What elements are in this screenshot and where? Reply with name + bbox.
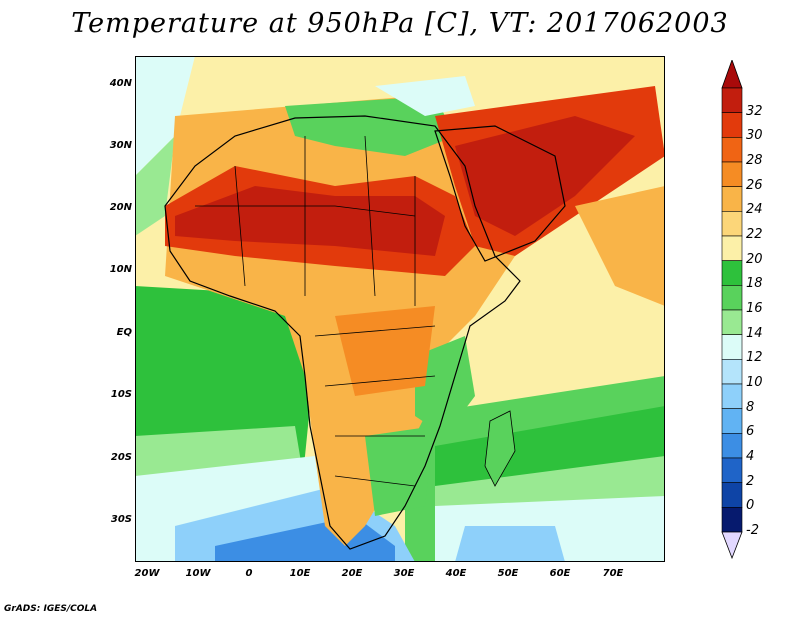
grads-credit: GrADS: IGES/COLA (4, 604, 98, 614)
mediterranean-green (285, 96, 455, 156)
colorbar-segment (721, 507, 743, 533)
colorbar-level-label: 20 (746, 251, 763, 267)
colorbar-segment (721, 334, 743, 360)
colorbar-segment (721, 482, 743, 508)
colorbar-segment (721, 359, 743, 385)
lon-label-60e: 60E (549, 568, 571, 579)
colorbar-segment (721, 161, 743, 187)
map-canvas (135, 56, 665, 562)
lat-label-20n: 20N (109, 202, 132, 213)
india-warm (575, 186, 665, 306)
lon-label-70e: 70E (602, 568, 624, 579)
lat-label-30n: 30N (109, 140, 132, 151)
lon-label-40e: 40E (445, 568, 467, 579)
colorbar-segment (721, 87, 743, 113)
lon-label-10e: 10E (289, 568, 311, 579)
colorbar-segment (721, 457, 743, 483)
colorbar-segment (721, 186, 743, 212)
lon-label-0: 0 (245, 568, 253, 579)
colorbar-level-label: 28 (746, 153, 763, 168)
colorbar-segment (721, 309, 743, 335)
colorbar (721, 60, 743, 560)
lon-label-20w: 20W (134, 568, 160, 579)
central-africa-warm (335, 306, 435, 396)
lat-label-10s: 10S (110, 389, 132, 400)
lon-label-20e: 20E (341, 568, 363, 579)
colorbar-segment (721, 211, 743, 237)
colorbar-level-label: 4 (746, 449, 755, 464)
colorbar-level-label: 0 (746, 498, 755, 514)
temperature-map (135, 56, 665, 562)
southern-africa-green (365, 426, 435, 516)
colorbar-top-arrow (721, 60, 743, 89)
black-sea-cool (375, 76, 475, 116)
colorbar-segment (721, 137, 743, 163)
colorbar-level-label: 16 (746, 301, 763, 316)
colorbar-bottom-arrow (721, 531, 743, 560)
colorbar-segment (721, 285, 743, 311)
lon-label-50e: 50E (497, 568, 519, 579)
country-borders-vertical (234, 135, 416, 306)
colorbar-level-label: 12 (746, 350, 763, 366)
colorbar-level-label: 32 (746, 103, 763, 119)
colorbar-segment (721, 260, 743, 286)
agulhas-blue (455, 526, 565, 562)
lat-label-eq: EQ (116, 327, 132, 338)
colorbar-level-label: 26 (746, 177, 763, 193)
sahara-hottest (175, 186, 445, 256)
lat-label-10n: 10N (109, 264, 132, 275)
map-border (135, 56, 665, 562)
country-borders (195, 205, 416, 217)
madagascar (484, 410, 516, 487)
arabia-hottest (455, 116, 635, 236)
colorbar-level-label: 10 (746, 375, 763, 390)
colorbar-level-label: 18 (746, 276, 763, 292)
colorbar-segment (721, 408, 743, 434)
lon-label-30e: 30E (393, 568, 415, 579)
colorbar-level-label: 14 (746, 325, 763, 341)
colorbar-segment (721, 112, 743, 138)
colorbar-level-label: -2 (746, 523, 759, 538)
colorbar-segment (721, 433, 743, 459)
colorbar-level-label: 24 (746, 202, 763, 218)
country-borders-south (314, 325, 436, 487)
lat-label-30s: 30S (110, 514, 132, 525)
north-atlantic-cool (135, 56, 195, 176)
colorbar-segment (721, 383, 743, 409)
colorbar-level-label: 30 (746, 128, 763, 144)
colorbar-level-label: 8 (746, 399, 755, 415)
lat-label-40n: 40N (109, 78, 132, 89)
lat-label-20s: 20S (110, 452, 132, 463)
africa-coastline (164, 115, 521, 550)
colorbar-segment (721, 235, 743, 261)
lon-label-10w: 10W (185, 568, 211, 579)
map-title: Temperature at 950hPa [C], VT: 201706200… (71, 8, 729, 39)
colorbar-level-label: 6 (746, 424, 755, 440)
colorbar-level-label: 2 (746, 473, 755, 489)
arabia-coastline (434, 125, 566, 262)
colorbar-level-label: 22 (746, 227, 763, 242)
